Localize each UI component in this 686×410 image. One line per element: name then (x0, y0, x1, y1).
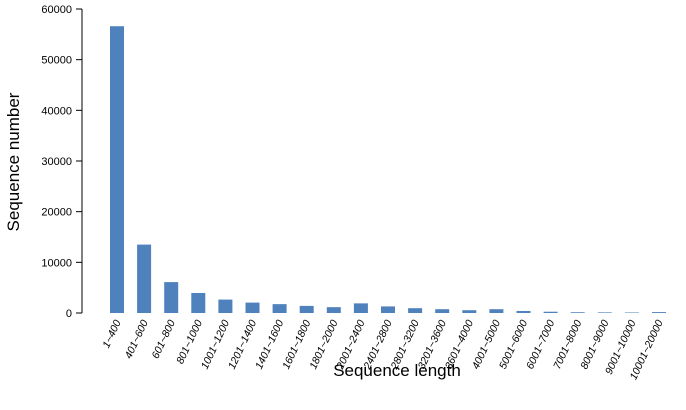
bar (597, 312, 612, 313)
bar (326, 307, 341, 313)
bar (137, 244, 152, 313)
bar (489, 309, 504, 313)
bar (299, 305, 314, 313)
bar (516, 310, 531, 313)
y-tick-label: 30000 (41, 156, 72, 168)
bar (353, 303, 368, 313)
bar (435, 309, 450, 313)
bar (624, 312, 639, 313)
bar (164, 282, 179, 313)
x-tick-label: 401~600 (123, 318, 151, 361)
y-tick-label: 60000 (41, 4, 72, 16)
y-tick-label: 0 (66, 308, 72, 320)
x-axis-title: Sequence length (333, 361, 461, 380)
bar (245, 302, 260, 313)
x-tick-label: 1~400 (100, 318, 123, 350)
bar (381, 306, 395, 313)
x-tick-label: 801~1000 (174, 318, 205, 366)
y-tick-label: 10000 (41, 257, 72, 269)
bar (272, 304, 287, 313)
bar (462, 310, 477, 313)
bar (408, 308, 423, 313)
bar (543, 311, 558, 313)
bar (652, 312, 666, 313)
bars (110, 26, 666, 314)
y-tick-label: 20000 (41, 207, 72, 219)
y-axis-title: Sequence number (4, 92, 23, 231)
bar (110, 26, 124, 314)
bar (191, 292, 206, 313)
bar (218, 299, 233, 313)
y-tick-label: 50000 (41, 55, 72, 67)
x-tick-label: 601~800 (150, 318, 178, 361)
bar (570, 312, 585, 313)
y-tick-label: 40000 (41, 105, 72, 117)
y-axis: 0 10000 20000 30000 40000 50000 60000 (41, 4, 83, 320)
